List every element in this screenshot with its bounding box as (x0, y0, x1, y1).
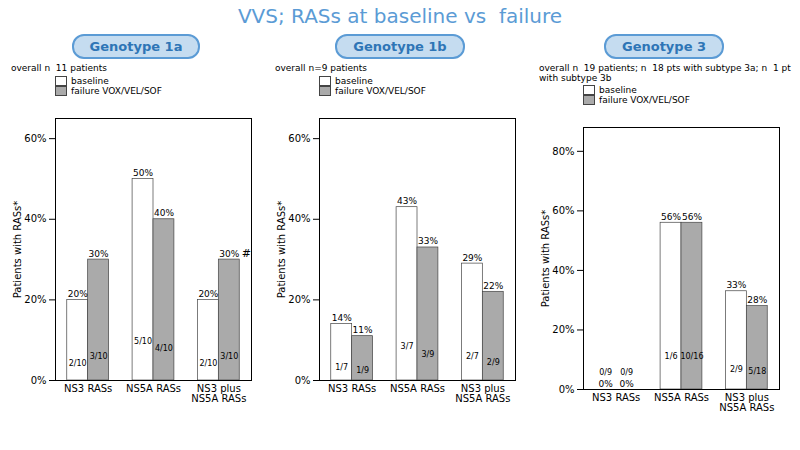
svg-text:56%: 56% (661, 212, 681, 222)
svg-text:10/16: 10/16 (680, 352, 703, 361)
html-text:Genotype 3: Genotype 3 (622, 39, 706, 54)
svg-text:22%: 22% (483, 281, 503, 291)
svg-text:29%: 29% (462, 253, 482, 263)
svg-text:33%: 33% (418, 236, 438, 246)
svg-text:50%: 50% (133, 168, 153, 178)
html-text:failure VOX/VEL/SOF: failure VOX/VEL/SOF (599, 95, 690, 105)
svg-text:NS5A RASs: NS5A RASs (126, 383, 181, 394)
svg-text:Patients with RASs*: Patients with RASs* (12, 201, 23, 299)
svg-text:NS3 plusNS5A RASs: NS3 plusNS5A RASs (191, 383, 246, 404)
html-text:overall n 19 patients; n 18 pt: overall n 19 patients; n 18 pts with sub… (539, 63, 794, 83)
svg-text:40%: 40% (24, 213, 46, 224)
html-text:failure VOX/VEL/SOF: failure VOX/VEL/SOF (71, 86, 162, 96)
svg-text:2/9: 2/9 (730, 365, 743, 374)
html-text:baseline: baseline (599, 85, 637, 95)
svg-text:NS3 plusNS5A RASs: NS3 plusNS5A RASs (455, 383, 510, 404)
svg-text:1/6: 1/6 (665, 352, 678, 361)
html-text:baseline: baseline (71, 76, 109, 86)
svg-text:56%: 56% (682, 212, 702, 222)
svg-text:20%: 20% (198, 289, 218, 299)
svg-text:43%: 43% (397, 196, 417, 206)
svg-text:20%: 20% (552, 324, 574, 335)
svg-text:NS3 RASs: NS3 RASs (64, 383, 112, 394)
svg-text:40%: 40% (552, 265, 574, 276)
svg-text:20%: 20% (288, 294, 310, 305)
svg-text:60%: 60% (24, 133, 46, 144)
svg-text:14%: 14% (332, 313, 352, 323)
svg-text:30%: 30% (89, 249, 109, 259)
html-text:VVS; RASs at baseline vs failu: VVS; RASs at baseline vs failure (237, 4, 563, 28)
svg-text:28%: 28% (747, 295, 767, 305)
svg-text:0%: 0% (559, 384, 575, 395)
svg-text:3/10: 3/10 (90, 352, 108, 361)
html-text:failure VOX/VEL/SOF: failure VOX/VEL/SOF (335, 86, 426, 96)
svg-text:0/9: 0/9 (599, 368, 612, 377)
svg-text:4/10: 4/10 (155, 344, 173, 353)
svg-text:60%: 60% (288, 133, 310, 144)
html-text:overall n=9 patients: overall n=9 patients (275, 63, 367, 73)
html-text:Genotype 1a: Genotype 1a (89, 39, 183, 54)
svg-text:20%: 20% (68, 289, 88, 299)
svg-text:2/9: 2/9 (487, 358, 500, 367)
svg-text:20%: 20% (24, 294, 46, 305)
svg-text:0%: 0% (599, 379, 614, 389)
html-text:Genotype 1b: Genotype 1b (353, 39, 447, 54)
svg-text:80%: 80% (552, 146, 574, 157)
svg-text:2/7: 2/7 (466, 352, 479, 361)
svg-text:2/10: 2/10 (199, 359, 217, 368)
svg-text:33%: 33% (726, 280, 746, 290)
svg-text:60%: 60% (552, 205, 574, 216)
svg-text:30%: 30% (219, 249, 239, 259)
svg-text:0/9: 0/9 (620, 368, 633, 377)
html-text:baseline: baseline (335, 76, 373, 86)
svg-text:11%: 11% (353, 325, 373, 335)
svg-text:NS3 RASs: NS3 RASs (328, 383, 376, 394)
svg-text:0%: 0% (295, 375, 311, 386)
svg-text:40%: 40% (288, 213, 310, 224)
svg-text:5/18: 5/18 (748, 367, 766, 376)
svg-text:3/10: 3/10 (220, 352, 238, 361)
svg-text:40%: 40% (154, 208, 174, 218)
svg-text:#: # (242, 247, 251, 260)
svg-text:3/9: 3/9 (422, 350, 435, 359)
svg-text:2/10: 2/10 (69, 359, 87, 368)
svg-text:NS5A RASs: NS5A RASs (390, 383, 445, 394)
svg-text:NS5A RASs: NS5A RASs (654, 392, 709, 403)
svg-text:0%: 0% (619, 379, 634, 389)
svg-text:Patients with RASs*: Patients with RASs* (276, 201, 287, 299)
svg-text:NS3 plusNS5A RASs: NS3 plusNS5A RASs (719, 392, 774, 413)
svg-text:5/10: 5/10 (134, 337, 152, 346)
html-text:overall n 11 patients: overall n 11 patients (11, 63, 107, 73)
svg-text:3/7: 3/7 (401, 342, 414, 351)
svg-text:1/7: 1/7 (335, 363, 348, 372)
svg-text:NS3 RASs: NS3 RASs (592, 392, 640, 403)
svg-text:0%: 0% (31, 375, 47, 386)
svg-text:Patients with RASs*: Patients with RASs* (540, 210, 551, 308)
svg-text:1/9: 1/9 (356, 366, 369, 375)
